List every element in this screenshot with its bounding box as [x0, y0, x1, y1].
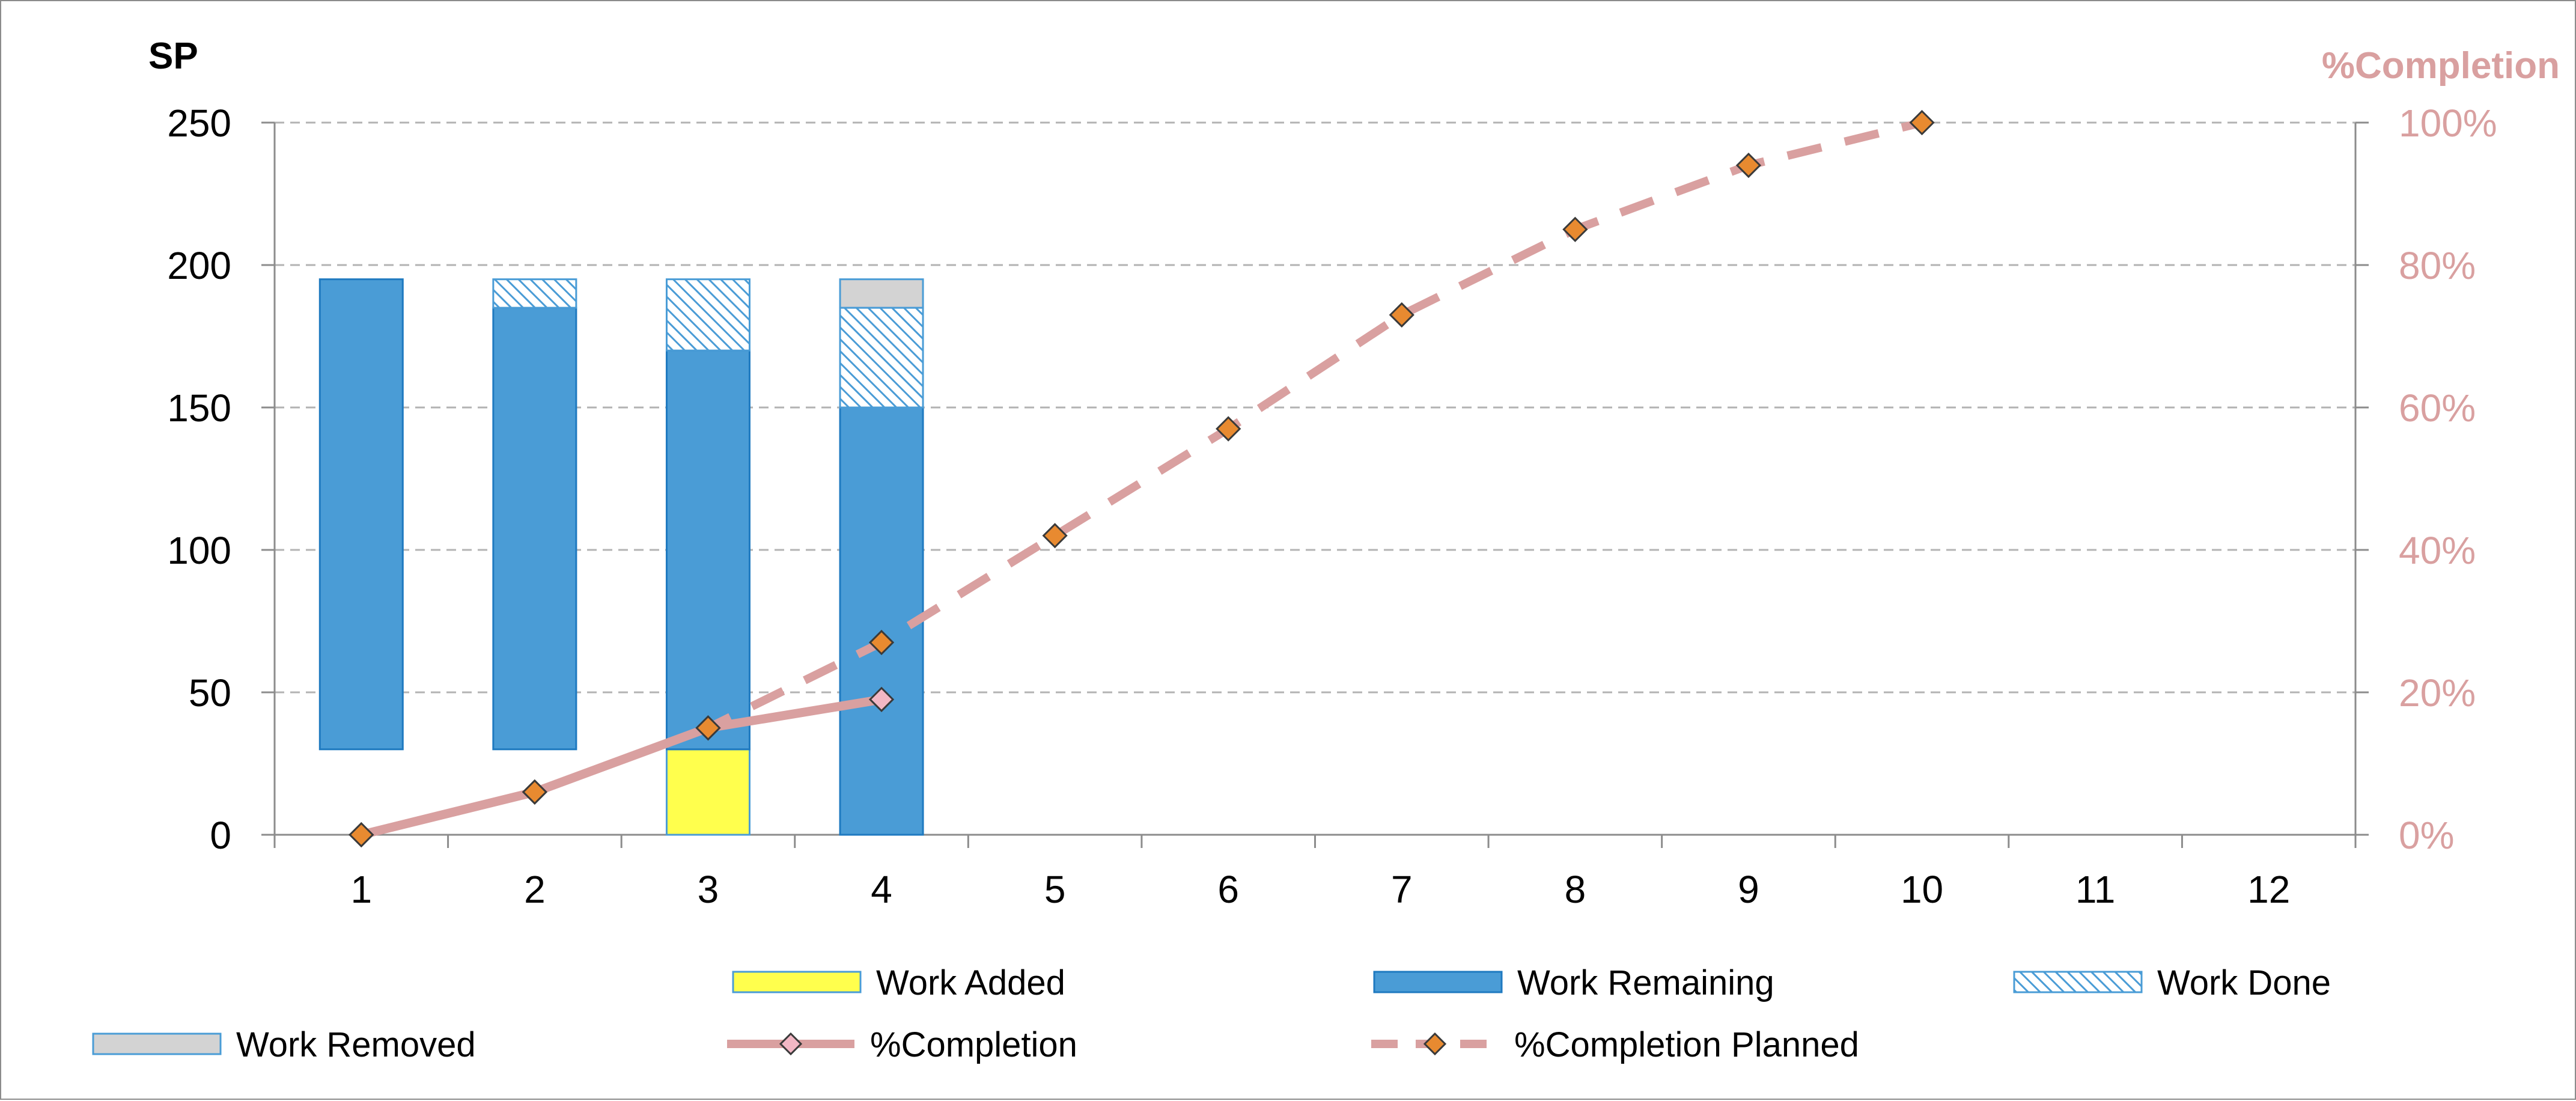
marker-pct-completion-planned-4	[868, 629, 895, 656]
legend-label: Work Removed	[236, 1025, 476, 1064]
x-tick-label: 9	[1738, 868, 1759, 911]
x-tick-label: 12	[2247, 868, 2290, 911]
marker-pct-completion-planned-1	[349, 822, 374, 848]
y2-tick-label: 0%	[2399, 814, 2455, 857]
axis-labels: SP %Completion	[148, 35, 2560, 87]
y2-tick-label: 20%	[2399, 671, 2476, 715]
legend-label: Work Added	[876, 963, 1065, 1002]
x-tick-label: 6	[1217, 868, 1239, 911]
bar-work-done-4	[839, 307, 924, 409]
bar-work-added-3	[665, 748, 751, 836]
marker-pct-completion-4	[868, 686, 895, 712]
marker-pct-completion-planned-6	[1216, 416, 1241, 442]
marker-pct-completion-planned-9	[1735, 152, 1762, 178]
x-tick-label: 4	[871, 868, 892, 911]
y-tick-label: 250	[167, 102, 231, 145]
bars	[318, 278, 924, 836]
marker-pct-completion-planned-3	[695, 715, 721, 741]
x-tick-label: 2	[524, 868, 546, 911]
marker-pct-completion-planned-8	[1562, 216, 1588, 242]
lines	[349, 109, 1935, 848]
y2-tick-label: 40%	[2399, 529, 2476, 572]
marker-pct-completion-planned-2	[522, 779, 547, 805]
y-tick-label: 200	[167, 244, 231, 287]
legend-label: %Completion Planned	[1514, 1025, 1859, 1064]
legend-swatch	[1373, 971, 1503, 993]
legend-item-work-done: Work Done	[2013, 963, 2331, 1002]
legend-label: Work Done	[2157, 963, 2331, 1002]
y2-tick-label: 80%	[2399, 244, 2476, 287]
y-tick-label: 50	[189, 671, 231, 715]
legend-label: %Completion	[870, 1025, 1077, 1064]
axes: 0 0%50 20%100 40%150 60%200 80%250 100%1 2 3 4 5 6 7…	[167, 102, 2497, 911]
legend-marker	[779, 1032, 803, 1056]
x-tick-label: 5	[1044, 868, 1066, 911]
legend-swatch	[732, 971, 862, 993]
y-tick-label: 100	[167, 529, 231, 572]
legend-item-pct-completion: %Completion	[727, 1025, 1077, 1064]
x-tick-label: 11	[2075, 868, 2115, 911]
legend-swatch	[2013, 971, 2143, 993]
y-axis-title: SP	[148, 35, 198, 77]
legend-item-work-removed: Work Removed	[92, 1025, 476, 1064]
marker-pct-completion-planned-10	[1909, 109, 1935, 136]
x-tick-label: 3	[698, 868, 719, 911]
gridlines	[275, 121, 2355, 694]
bar-work-remaining-3	[665, 349, 751, 751]
bar-work-done-2	[492, 278, 577, 309]
legend-marker	[1423, 1032, 1447, 1056]
y-tick-label: 0	[210, 814, 231, 857]
legend-swatch	[92, 1032, 222, 1055]
legend-item-work-remaining: Work Remaining	[1373, 963, 1774, 1002]
bar-work-removed-4	[839, 278, 924, 309]
x-tick-label: 8	[1565, 868, 1586, 911]
marker-pct-completion-planned-5	[1042, 523, 1068, 549]
bar-work-done-3	[665, 278, 751, 352]
x-tick-label: 10	[1901, 868, 1943, 911]
y2-tick-label: 60%	[2399, 386, 2476, 430]
legend: Work Added Work Remaining Work Done Work Re…	[92, 963, 2331, 1064]
y2-axis-title: %Completion	[2322, 45, 2560, 87]
legend-item-pct-completion-planned: %Completion Planned	[1371, 1025, 1859, 1064]
legend-label: Work Remaining	[1517, 963, 1774, 1002]
line-pct-completion-planned	[360, 118, 1923, 839]
bar-work-remaining-1	[318, 278, 404, 751]
bar-work-remaining-2	[492, 307, 577, 751]
legend-item-work-added: Work Added	[732, 963, 1065, 1002]
marker-pct-completion-planned-7	[1389, 302, 1414, 328]
y-tick-label: 150	[167, 386, 231, 430]
x-tick-label: 1	[350, 868, 372, 911]
x-tick-label: 7	[1391, 868, 1413, 911]
y2-tick-label: 100%	[2399, 102, 2497, 145]
